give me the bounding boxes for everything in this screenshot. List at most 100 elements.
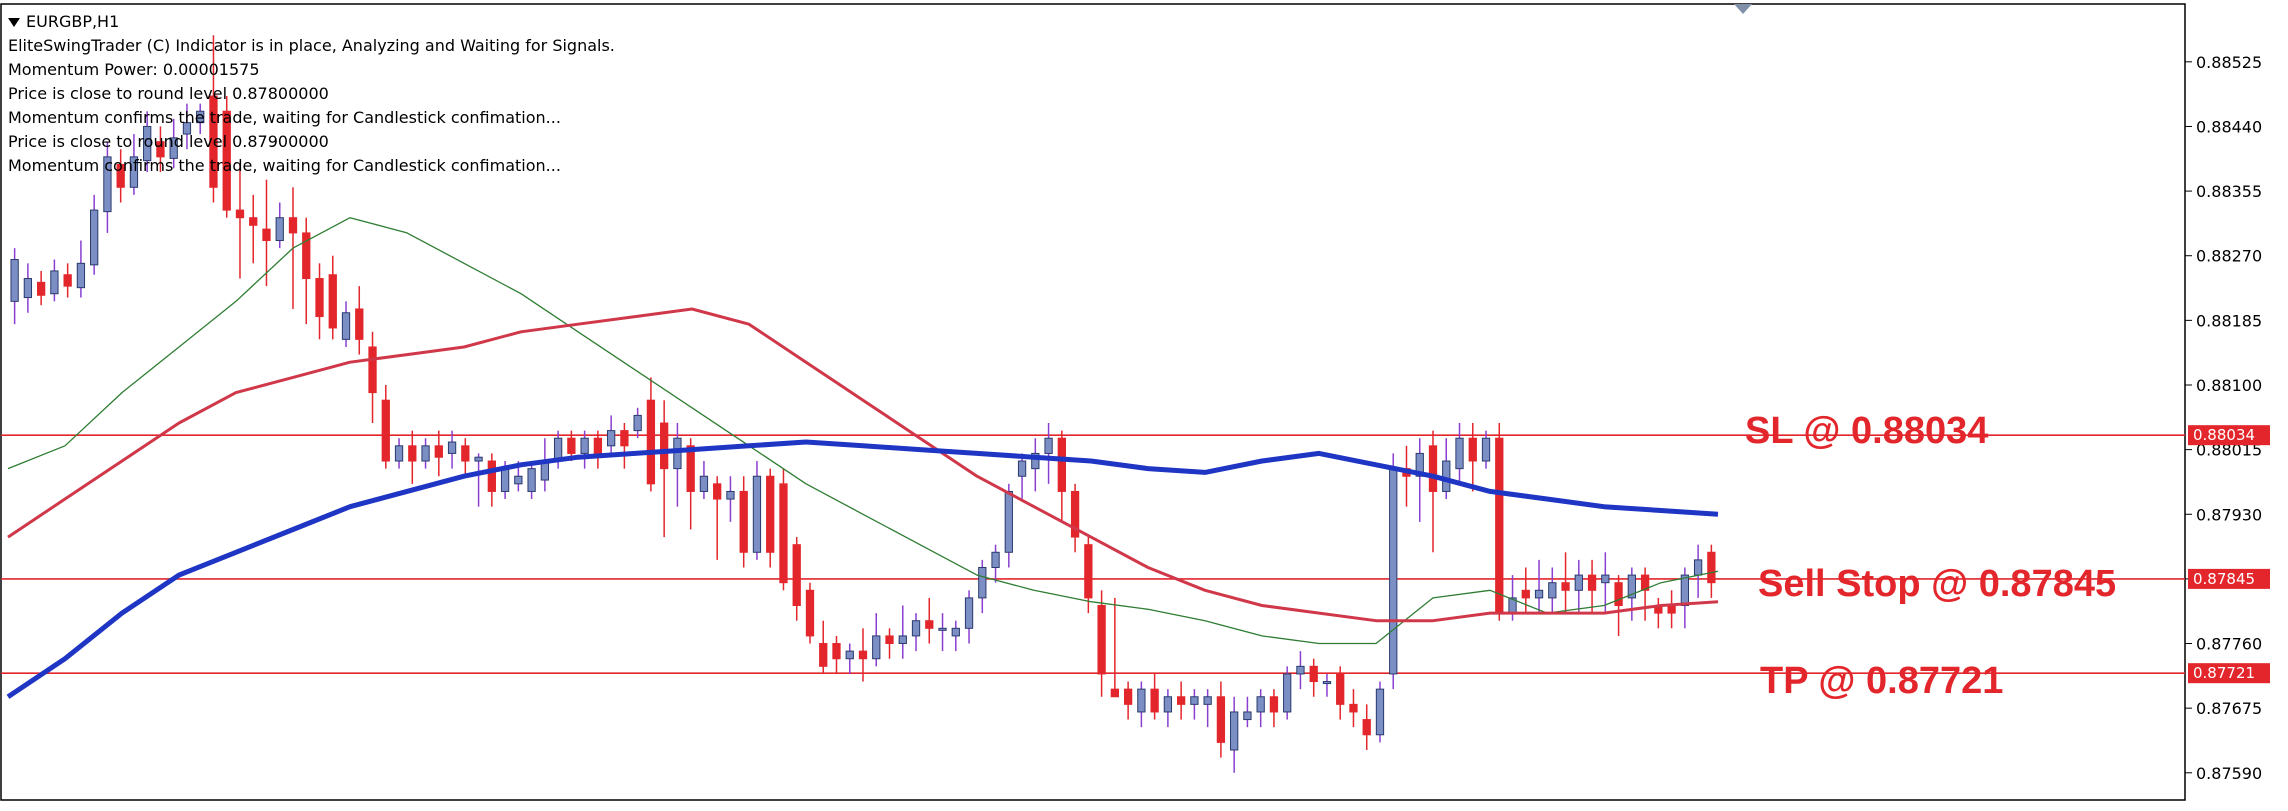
candle [262, 179, 271, 287]
level-price-label: 0.88034 [2193, 426, 2255, 444]
candle [1150, 673, 1159, 720]
candle [752, 461, 762, 560]
candle [726, 476, 735, 522]
candle-body [10, 259, 19, 302]
candle [368, 331, 377, 424]
candle [249, 194, 258, 264]
candle [1256, 689, 1265, 728]
candle-body [63, 274, 72, 287]
candle-body [845, 650, 854, 660]
candle [1031, 438, 1040, 492]
y-tick-label: 0.87760 [2196, 635, 2262, 654]
info-line: EliteSwingTrader (C) Indicator is in pla… [8, 36, 615, 55]
candle-body [182, 122, 192, 135]
candle [911, 613, 921, 652]
candle-body [527, 468, 536, 492]
y-tick-label: 0.88525 [2196, 53, 2262, 72]
candle [182, 103, 192, 150]
candle-body [1389, 468, 1398, 675]
info-line: Price is close to round level 0.87900000 [8, 132, 329, 151]
candle [394, 438, 404, 469]
candle [90, 194, 99, 275]
candle [408, 430, 417, 484]
candle-body [1481, 437, 1491, 462]
candle [925, 597, 934, 644]
candle [1070, 483, 1080, 553]
candle-body [1428, 445, 1438, 492]
candle-body [660, 422, 669, 470]
candle-body [129, 156, 139, 188]
y-tick-label: 0.88185 [2196, 311, 2262, 330]
candle-body [1269, 696, 1279, 713]
candle-body [1150, 688, 1159, 713]
candle-body [686, 445, 695, 492]
candle-body [1203, 696, 1212, 705]
level-price-box [2188, 663, 2270, 684]
candle-body [90, 209, 99, 266]
candle-body [1097, 605, 1106, 675]
candle-body [1190, 696, 1199, 705]
candle [434, 430, 443, 477]
candle-body [1230, 711, 1239, 751]
sl-annotation: SL @ 0.88034 [1745, 410, 1989, 452]
candle-body [593, 437, 603, 454]
candle [660, 400, 669, 538]
candle [1137, 681, 1146, 728]
candle [143, 111, 152, 173]
info-line: Momentum Power: 0.00001575 [8, 60, 260, 79]
candle-body [262, 228, 271, 242]
candle-body [872, 635, 881, 660]
candle-body [1415, 452, 1424, 477]
candle [1230, 696, 1239, 773]
candle-body [209, 95, 218, 188]
candle [116, 149, 125, 203]
candle [872, 613, 881, 667]
candle-body [235, 209, 245, 219]
candle [1057, 430, 1066, 522]
candle [235, 164, 245, 279]
candle-body [355, 308, 364, 340]
candle-body [76, 262, 86, 289]
candle [673, 423, 682, 507]
candle [1163, 689, 1173, 728]
candle-body [1548, 582, 1557, 599]
shift-marker-icon[interactable] [1734, 4, 1752, 14]
candle [23, 263, 33, 313]
candle-body [1561, 582, 1570, 591]
candle-body [1057, 437, 1066, 492]
candle [1216, 681, 1226, 758]
candle [845, 643, 854, 674]
candle-body [885, 635, 894, 645]
candle-body [633, 414, 642, 432]
candle [381, 384, 390, 469]
candle [606, 415, 616, 454]
candle-body [606, 430, 616, 447]
candle [991, 544, 1000, 583]
candle [964, 590, 974, 644]
candle [978, 559, 987, 614]
candle [832, 635, 841, 674]
candle [792, 537, 801, 621]
candle-body [1004, 490, 1013, 553]
candle [447, 430, 457, 469]
candle [222, 96, 231, 218]
triangle-down-icon [8, 18, 20, 27]
candle-body [1216, 696, 1226, 743]
candle-body [898, 635, 907, 645]
ma-slow-line [6, 439, 1719, 699]
candle [1203, 689, 1212, 728]
candle [686, 438, 695, 530]
candle [1375, 681, 1385, 743]
candle [1190, 689, 1199, 720]
candle-body [1375, 688, 1385, 736]
candle-body [474, 456, 483, 462]
candle-body [116, 163, 125, 188]
candle-body [567, 437, 576, 454]
candle-body [1468, 437, 1477, 462]
candle [766, 468, 775, 568]
candle [938, 613, 947, 652]
candle [1123, 681, 1133, 720]
symbol-title[interactable]: EURGBP,H1 [8, 10, 615, 34]
